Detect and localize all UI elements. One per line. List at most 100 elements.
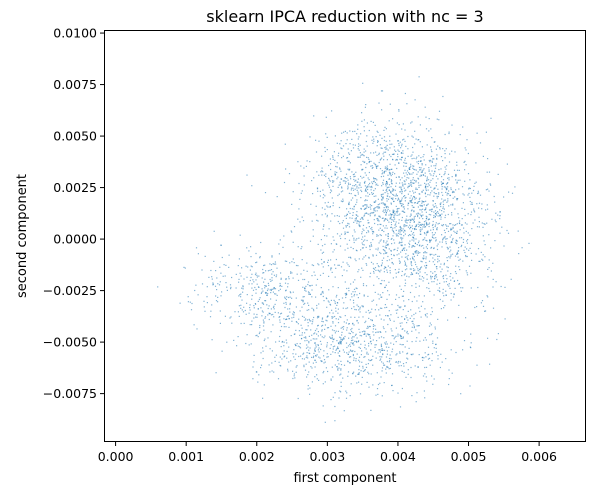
data-point xyxy=(423,221,426,223)
data-point xyxy=(413,157,415,159)
data-point xyxy=(467,173,470,175)
data-point xyxy=(347,375,349,377)
data-point xyxy=(415,283,417,285)
data-point xyxy=(414,169,416,171)
data-point xyxy=(434,224,437,226)
data-point xyxy=(314,359,316,361)
data-point xyxy=(424,106,426,108)
data-point xyxy=(241,299,243,301)
data-point xyxy=(445,186,447,188)
data-point xyxy=(341,338,343,340)
data-point xyxy=(396,210,398,212)
data-point xyxy=(343,326,345,328)
data-point xyxy=(378,207,381,209)
data-point xyxy=(291,320,293,322)
data-point xyxy=(464,160,466,162)
data-point xyxy=(274,293,276,295)
data-point xyxy=(480,302,482,304)
data-point xyxy=(450,204,452,206)
data-point xyxy=(388,120,390,122)
data-point xyxy=(405,225,407,227)
data-point xyxy=(435,351,437,353)
data-point xyxy=(397,149,399,151)
data-point xyxy=(444,171,446,173)
data-point xyxy=(373,209,375,211)
data-point xyxy=(359,347,361,349)
data-point xyxy=(358,372,360,374)
data-point xyxy=(365,204,367,206)
data-point xyxy=(341,334,343,336)
data-point xyxy=(353,178,355,181)
data-point xyxy=(326,235,328,237)
data-point xyxy=(231,276,233,279)
data-point xyxy=(417,201,419,203)
data-point xyxy=(439,147,441,149)
data-point xyxy=(385,212,387,214)
data-point xyxy=(475,181,477,183)
data-point xyxy=(374,163,376,165)
data-point xyxy=(283,318,285,320)
data-point xyxy=(404,181,406,183)
data-point xyxy=(157,286,159,288)
data-point xyxy=(306,344,308,346)
data-point xyxy=(441,184,443,186)
data-point xyxy=(389,135,391,137)
data-point xyxy=(403,211,405,213)
data-point xyxy=(435,213,437,215)
data-point xyxy=(275,293,277,295)
data-point xyxy=(364,239,366,241)
data-point xyxy=(459,269,461,271)
data-point xyxy=(380,252,382,255)
data-point xyxy=(379,351,381,353)
data-point xyxy=(432,261,434,263)
data-point xyxy=(331,271,333,273)
data-point xyxy=(334,159,336,161)
data-point xyxy=(322,295,324,298)
data-point xyxy=(436,248,439,251)
data-point xyxy=(406,256,408,258)
data-point xyxy=(368,231,370,233)
data-point xyxy=(411,218,413,220)
data-point xyxy=(301,216,303,218)
data-point xyxy=(246,294,248,296)
data-point xyxy=(419,197,421,199)
data-point xyxy=(426,216,428,218)
data-point xyxy=(375,328,377,330)
data-point xyxy=(357,124,359,126)
data-point xyxy=(358,328,360,330)
data-point xyxy=(389,217,391,219)
data-point xyxy=(353,229,355,231)
data-point xyxy=(373,272,375,274)
data-point xyxy=(418,278,420,280)
data-point xyxy=(308,309,310,311)
data-point xyxy=(397,392,399,394)
data-point xyxy=(462,193,464,195)
data-point xyxy=(398,365,400,367)
data-point xyxy=(357,193,359,195)
data-point xyxy=(376,179,378,181)
data-point xyxy=(397,156,399,158)
data-point xyxy=(363,256,365,258)
data-point xyxy=(385,343,387,345)
data-point xyxy=(314,347,316,349)
data-point xyxy=(361,376,363,378)
data-point xyxy=(410,163,412,165)
data-point xyxy=(397,316,399,318)
data-point xyxy=(395,133,397,135)
data-point xyxy=(308,340,310,343)
data-point xyxy=(384,167,386,170)
data-point xyxy=(381,157,383,159)
data-point xyxy=(453,280,455,282)
data-point xyxy=(221,291,223,293)
data-point xyxy=(404,197,406,199)
data-point xyxy=(432,204,434,206)
data-point xyxy=(451,372,453,374)
data-point xyxy=(395,185,397,187)
data-point xyxy=(326,356,328,358)
data-point xyxy=(310,203,312,205)
data-point xyxy=(317,344,319,347)
data-point xyxy=(414,198,416,200)
data-point xyxy=(334,135,336,137)
data-point xyxy=(285,301,287,304)
data-point xyxy=(430,246,433,248)
